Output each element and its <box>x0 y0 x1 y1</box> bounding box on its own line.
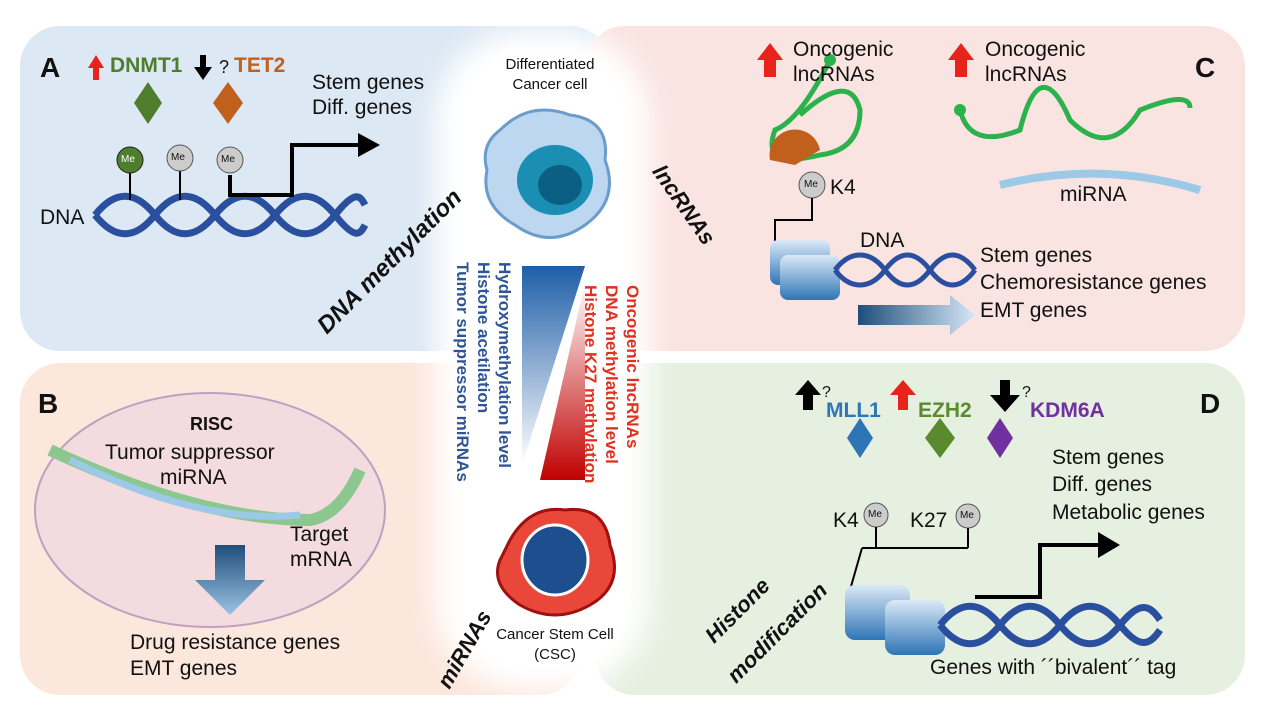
me-label: Me <box>960 510 974 521</box>
differentiated-cell-label: Differentiated Cancer cell <box>505 56 595 93</box>
bivalent-label: Genes with ´´bivalent´´ tag <box>930 656 1177 679</box>
chemoresistance-genes: Chemoresistance genes <box>980 271 1207 294</box>
risc-label: RISC <box>190 414 234 434</box>
dnmt1-label: DNMT1 <box>110 54 183 77</box>
up-arrow-icon <box>948 43 974 77</box>
emt-genes-b: EMT genes <box>130 657 237 680</box>
panel-c-letter: C <box>1195 52 1216 83</box>
tumor-suppressor-label: Tumor suppressor <box>105 441 275 464</box>
down-arrow-icon <box>194 55 212 80</box>
stem-genes-c: Stem genes <box>980 244 1093 267</box>
ezh2-diamond <box>925 418 955 458</box>
dnmt1-diamond <box>134 82 162 124</box>
stem-genes-a: Stem genes <box>312 71 425 94</box>
tumor-suppressor-mirnas-label: Tumor suppressor miRNAs <box>453 262 472 482</box>
up-arrow-icon <box>795 380 821 410</box>
dna-label-a: DNA <box>40 206 85 229</box>
dna-helix-d <box>937 602 1163 648</box>
mirna-label-b: miRNA <box>160 466 227 489</box>
blue-gradient-wedge <box>522 266 585 465</box>
diff-genes-a: Diff. genes <box>312 96 413 119</box>
up-arrow-icon <box>890 380 916 410</box>
mrna-label: mRNA <box>290 548 352 571</box>
up-arrow-icon <box>88 55 104 80</box>
k4-label-c: K4 <box>830 176 856 199</box>
nucleosome-d <box>845 585 945 655</box>
lncrnas-label-1: lncRNAs <box>793 63 875 86</box>
emt-genes-c: EMT genes <box>980 299 1087 322</box>
tet2-label: TET2 <box>234 54 286 77</box>
k27-label: K27 <box>910 509 948 532</box>
drug-resistance-genes: Drug resistance genes <box>130 631 341 654</box>
mll1-diamond <box>847 418 873 458</box>
oncogenic-label-1: Oncogenic <box>793 38 894 61</box>
me-label: Me <box>804 179 818 190</box>
me-label: Me <box>121 154 135 165</box>
dna-label-c: DNA <box>860 229 905 252</box>
kdm6a-diamond <box>987 418 1013 458</box>
panel-d-letter: D <box>1200 388 1221 419</box>
target-label: Target <box>290 523 349 546</box>
lncrnas-label-2: lncRNAs <box>985 63 1067 86</box>
ezh2-label: EZH2 <box>918 399 972 422</box>
dna-helix-a <box>92 192 369 238</box>
oncogenic-lncrnas-label: Oncogenic lncRNAs <box>623 285 642 449</box>
diff-genes-d: Diff. genes <box>1052 473 1153 496</box>
histone-acetilation-label: Histone acetilation <box>474 262 493 414</box>
red-level-labels: Oncogenic lncRNAs DNA methylation level … <box>580 285 643 483</box>
question-mark: ? <box>219 57 230 77</box>
me-label: Me <box>221 154 235 165</box>
stem-genes-d: Stem genes <box>1052 446 1165 469</box>
oncogenic-label-2: Oncogenic <box>985 38 1086 61</box>
down-gradient-arrow <box>195 545 265 615</box>
histone-k27-label: Histone K27 methylation <box>581 285 600 484</box>
dna-methylation-level-label: DNA methylation level <box>602 285 621 464</box>
hydroxymethylation-label: Hydroxymethylation level <box>495 262 514 468</box>
me-marker <box>116 146 144 174</box>
mll1-label: MLL1 <box>826 399 881 422</box>
mirna-label-c: miRNA <box>1060 183 1127 206</box>
panel-a-letter: A <box>40 52 61 83</box>
nucleosome-c <box>770 240 840 300</box>
q-mark: ? <box>822 384 831 401</box>
kdm6a-label: KDM6A <box>1030 399 1105 422</box>
panel-b-letter: B <box>38 388 59 419</box>
differentiated-cell-icon <box>483 108 611 239</box>
mirna-ribbon <box>999 169 1202 194</box>
me-label: Me <box>868 509 882 520</box>
red-gradient-wedge <box>540 283 585 480</box>
k4-label-d: K4 <box>833 509 859 532</box>
up-arrow-icon <box>757 43 783 77</box>
gradient-arrow-c <box>858 295 975 335</box>
csc-label: Cancer Stem Cell (CSC) <box>496 626 614 663</box>
lncrna-strand-2 <box>957 85 1193 141</box>
transcription-arrow-d <box>975 543 1100 599</box>
down-arrow-icon <box>990 380 1020 412</box>
q-mark: ? <box>1022 384 1031 401</box>
me-label: Me <box>171 152 185 163</box>
lncrna-strand-1 <box>769 58 863 162</box>
blue-level-labels: Hydroxymethylation level Histone acetila… <box>452 262 515 482</box>
tet2-diamond <box>213 82 243 124</box>
transcription-arrow-a <box>228 143 360 197</box>
panel-c-background <box>585 26 1245 351</box>
cancer-stem-cell-icon <box>496 507 616 617</box>
metabolic-genes: Metabolic genes <box>1052 501 1205 524</box>
dna-helix-c <box>833 252 977 288</box>
